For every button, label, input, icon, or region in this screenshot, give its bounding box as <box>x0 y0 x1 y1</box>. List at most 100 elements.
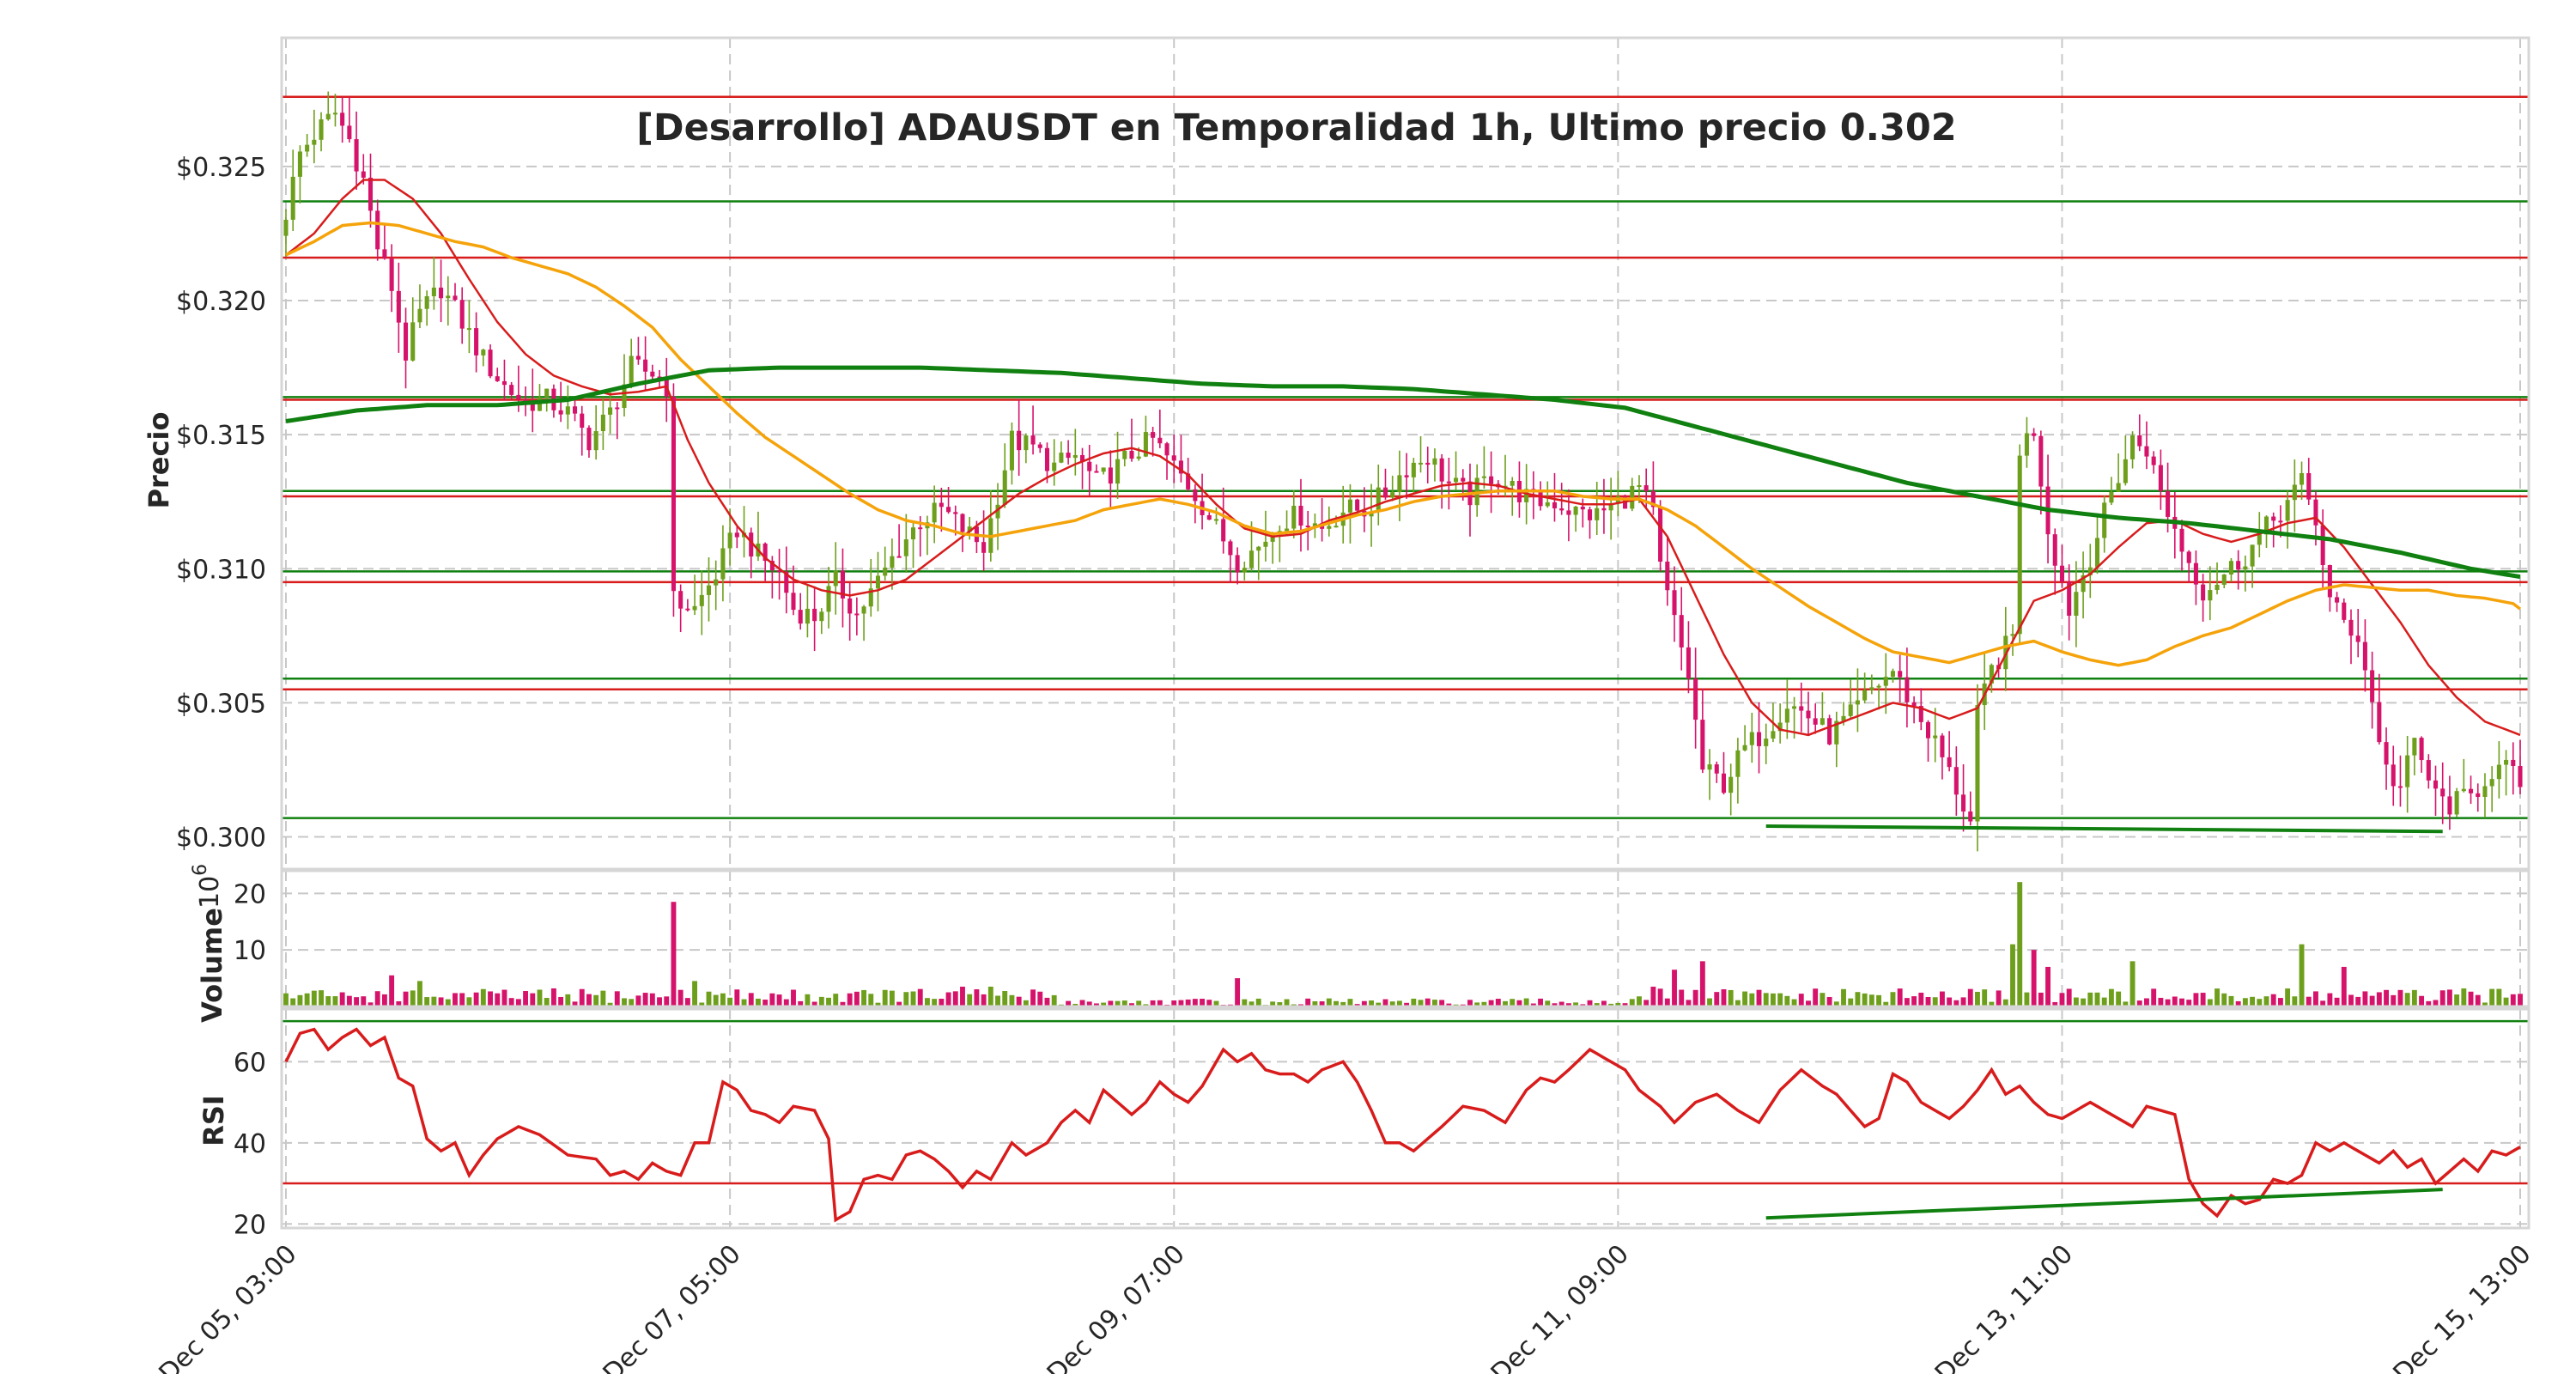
candle-body <box>2504 759 2509 765</box>
candle-body <box>2489 779 2494 787</box>
volume-bar <box>1939 991 1945 1006</box>
rsi-axis-label: RSI <box>197 1095 230 1146</box>
candle-body <box>1213 519 1219 521</box>
volume-bar <box>2165 999 2171 1006</box>
volume-bar <box>1284 999 1290 1006</box>
volume-bar <box>2158 997 2164 1006</box>
candle-body <box>1975 705 1980 822</box>
candle-body <box>1679 615 1684 647</box>
volume-bar <box>1051 994 1057 1006</box>
volume-bar <box>1538 998 1544 1006</box>
candle-body <box>1728 776 1734 793</box>
volume-bar <box>488 991 493 1006</box>
candle-body <box>481 350 486 356</box>
volume-bar <box>438 997 444 1006</box>
volume-bar <box>903 992 909 1006</box>
candle-body <box>1094 471 1099 473</box>
candle-body <box>1206 514 1212 520</box>
volume-bar <box>1587 1000 1593 1006</box>
volume-bar <box>1714 992 1720 1006</box>
candle-body <box>439 287 444 299</box>
candle-body <box>720 548 726 580</box>
candle-body <box>2469 788 2474 793</box>
candle-body <box>2335 597 2340 603</box>
price-tick-label: $0.315 <box>176 421 266 451</box>
candle-body <box>1918 706 1923 722</box>
volume-bar <box>2010 944 2015 1006</box>
volume-bar <box>1235 978 1241 1006</box>
x-tick-label: Dec 09, 07:00 <box>1042 1239 1191 1374</box>
volume-bar <box>2285 988 2291 1006</box>
volume-bar <box>1157 1000 1163 1006</box>
candle-body <box>2081 575 2086 593</box>
volume-bar <box>1629 999 1635 1006</box>
candle-body <box>1474 477 1479 506</box>
volume-bar <box>720 993 726 1006</box>
volume-bar <box>2348 994 2354 1006</box>
volume-tick-label: 10 <box>234 936 266 966</box>
volume-bar <box>403 991 409 1006</box>
moving-average-line <box>285 179 2521 737</box>
price-tick-label: $0.300 <box>176 824 266 854</box>
candle-body <box>1637 485 1642 488</box>
candle-body <box>1249 550 1255 568</box>
candle-body <box>2094 538 2100 568</box>
volume-bar <box>1129 1003 1134 1006</box>
candle-body <box>678 591 683 609</box>
volume-bar <box>1516 1000 1522 1006</box>
volume-bar <box>283 993 289 1006</box>
volume-bar <box>1721 988 1727 1006</box>
volume-bar <box>1396 1000 1402 1006</box>
candle-body <box>2087 567 2093 575</box>
volume-bar <box>501 989 507 1006</box>
volume-bar <box>657 997 662 1006</box>
volume-bar <box>1749 993 1755 1006</box>
volume-bar <box>1474 1002 1480 1006</box>
candle-body <box>1171 455 1176 461</box>
candle-body <box>1101 467 1106 472</box>
candle-body <box>1742 745 1747 751</box>
volume-bar <box>410 990 416 1006</box>
candle-body <box>2313 499 2318 526</box>
volume-bar <box>1918 992 1924 1006</box>
candle-body <box>2067 581 2072 616</box>
volume-bar <box>1742 991 1748 1006</box>
rsi-tick-label: 20 <box>234 1210 266 1240</box>
volume-bar <box>1699 961 1705 1006</box>
candle-body <box>1369 512 1374 517</box>
volume-bar <box>1707 998 1713 1006</box>
volume-bar <box>1594 1003 1600 1006</box>
volume-bar <box>339 992 345 1006</box>
candle-body <box>586 428 592 451</box>
moving-average-line <box>285 365 2521 580</box>
rsi-divergence-line <box>1765 1188 2443 1220</box>
volume-bar <box>1446 1003 1452 1006</box>
candle-body <box>1595 508 1600 520</box>
candle-body <box>2024 433 2029 456</box>
candle-body <box>2263 516 2269 535</box>
candle-body <box>332 112 337 115</box>
candle-body <box>2306 472 2312 500</box>
volume-bar <box>2250 996 2256 1006</box>
candle-body <box>1186 473 1191 489</box>
candle-body <box>995 504 1000 519</box>
volume-bar <box>346 995 352 1006</box>
volume-bar <box>1044 997 1050 1006</box>
candle-body <box>1425 462 1431 465</box>
candle-body <box>791 593 796 611</box>
volume-bar <box>319 990 324 1006</box>
volume-bar <box>614 991 620 1006</box>
candle-body <box>635 356 641 360</box>
candle-body <box>868 588 873 607</box>
volume-bar <box>2017 882 2023 1006</box>
volume-bar <box>1023 1000 1029 1006</box>
volume-bar <box>544 997 550 1006</box>
volume-bar <box>1558 1001 1564 1006</box>
candle-body <box>798 610 803 624</box>
candle-body <box>749 532 754 557</box>
volume-bar <box>2454 994 2460 1006</box>
volume-bar <box>840 1001 846 1006</box>
candle-body <box>2186 551 2191 563</box>
candle-body <box>2440 788 2445 797</box>
candle-body <box>319 119 324 140</box>
